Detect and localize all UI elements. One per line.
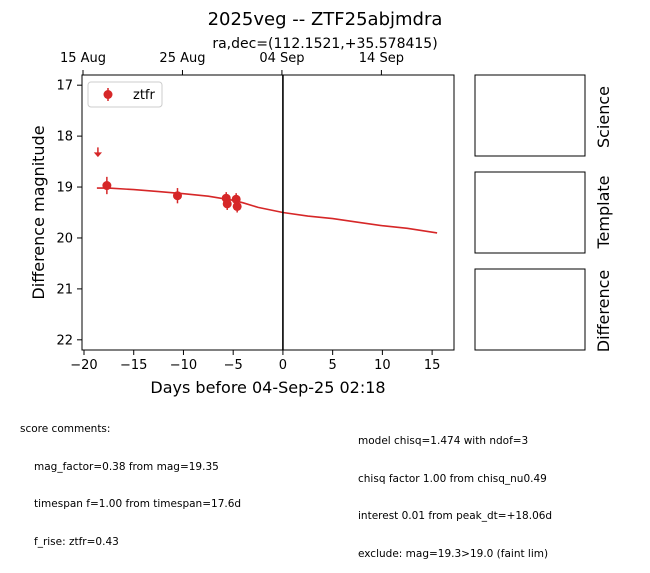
model-layer [96,187,438,234]
data-point [231,194,241,204]
model-comment-line: exclude: mag=19.3>19.0 (faint lim) [358,547,549,560]
top-tick-label: 25 Aug [159,51,205,66]
legend: ztfr [87,81,163,108]
lightcurve-figure: 2025veg -- ZTF25abjmdra ra,dec=(112.1521… [29,9,613,397]
science-panel-label: Science [594,86,613,148]
top-tick-label: 04 Sep [259,51,304,66]
data-point [232,201,242,211]
side-panels: Science Template Difference [474,74,613,352]
science-cutout-panel [474,74,586,157]
top-date-axis: 15 Aug 25 Aug 04 Sep 14 Sep [60,51,404,75]
x-tick-label: 5 [329,358,337,373]
x-tick-label: 15 [424,358,441,373]
y-axis: 17 18 19 20 21 22 [56,79,82,348]
template-cutout-panel [474,171,586,254]
data-point [172,191,182,201]
y-tick-label: 22 [56,333,73,348]
data-point [222,199,232,209]
chart-title: 2025veg -- ZTF25abjmdra [208,9,443,30]
y-tick-label: 18 [56,130,73,145]
plot-background [82,75,454,350]
x-tick-label: −15 [120,358,147,373]
score-comment-line: mag_factor=0.38 from mag=19.35 [34,460,219,473]
y-axis-label: Difference magnitude [29,125,48,299]
difference-panel-label: Difference [594,270,613,352]
x-axis-label: Days before 04-Sep-25 02:18 [150,378,385,397]
y-tick-label: 20 [56,231,73,246]
score-comment-line: f_rise: ztfr=0.43 [34,535,119,548]
x-tick-label: 10 [374,358,391,373]
upper-limit-marker [93,147,103,158]
y-tick-label: 21 [56,282,73,297]
model-comment-line: model chisq=1.474 with ndof=3 [358,435,529,447]
y-tick-label: 17 [56,79,73,94]
difference-cutout-panel [474,268,586,351]
data-points-layer [93,147,242,213]
x-tick-label: −10 [170,358,197,373]
score-comments-heading: score comments: [20,423,111,435]
data-point [102,181,112,191]
chart-subtitle: ra,dec=(112.1521,+35.578415) [212,36,437,52]
upper-limit-arrowhead [93,152,103,158]
model-curve [96,187,438,234]
legend-marker [103,90,113,99]
top-tick-label: 15 Aug [60,51,106,66]
x-tick-label: 0 [279,358,287,373]
x-tick-label: −5 [224,358,243,373]
x-axis: −20 −15 −10 −5 0 5 10 15 [70,350,440,373]
template-panel-label: Template [594,175,613,249]
legend-label: ztfr [133,88,155,103]
model-comment-line: chisq factor 1.00 from chisq_nu0.49 [358,472,547,485]
y-tick-label: 19 [56,181,73,196]
plot-area [81,74,455,351]
model-comments: model chisq=1.474 with ndof=3 chisq fact… [358,410,552,573]
model-comment-line: interest 0.01 from peak_dt=+18.06d [358,510,553,522]
score-comments: score comments: mag_factor=0.38 from mag… [20,398,241,561]
legend-box [87,81,163,108]
plot-frame [81,74,455,351]
x-tick-label: −20 [70,358,97,373]
top-tick-label: 14 Sep [359,51,404,66]
